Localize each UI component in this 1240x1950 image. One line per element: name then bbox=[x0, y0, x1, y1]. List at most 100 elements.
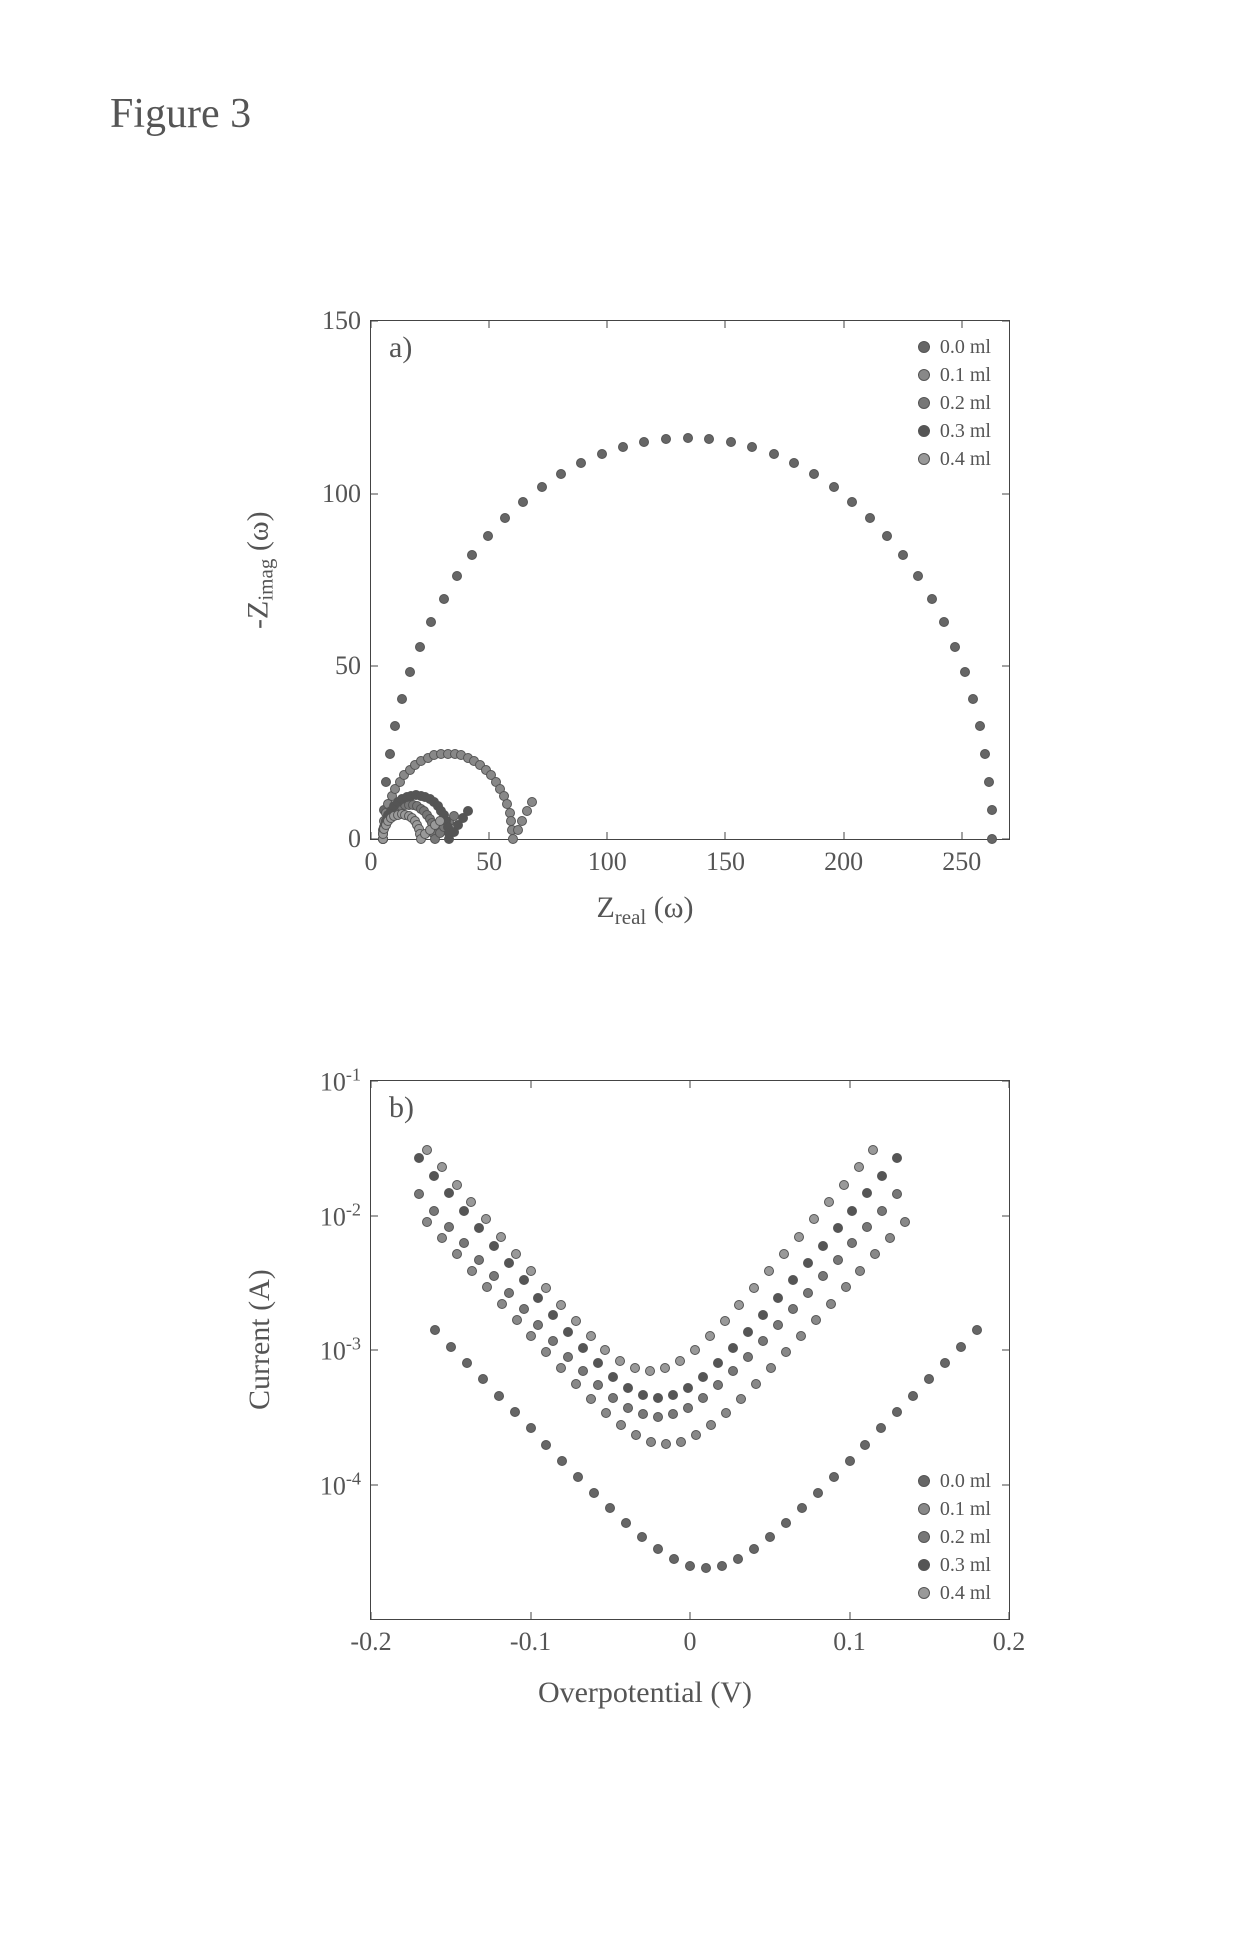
chart-b-ytick: 10-2 bbox=[320, 1199, 361, 1232]
data-point bbox=[381, 777, 391, 787]
data-point bbox=[563, 1327, 573, 1337]
data-point bbox=[698, 1393, 708, 1403]
data-point bbox=[494, 1391, 504, 1401]
chart-a-xtick: 250 bbox=[942, 847, 981, 877]
data-point bbox=[882, 531, 892, 541]
data-point bbox=[862, 1222, 872, 1232]
data-point bbox=[497, 1299, 507, 1309]
data-point bbox=[809, 469, 819, 479]
legend-marker-icon bbox=[918, 425, 930, 437]
data-point bbox=[608, 1393, 618, 1403]
data-point bbox=[571, 1379, 581, 1389]
data-point bbox=[829, 1472, 839, 1482]
data-point bbox=[405, 667, 415, 677]
data-point bbox=[847, 1206, 857, 1216]
data-point bbox=[972, 1325, 982, 1335]
data-point bbox=[892, 1153, 902, 1163]
data-point bbox=[414, 1153, 424, 1163]
data-point bbox=[751, 1379, 761, 1389]
data-point bbox=[789, 458, 799, 468]
data-point bbox=[726, 437, 736, 447]
data-point bbox=[452, 571, 462, 581]
data-point bbox=[541, 1440, 551, 1450]
legend-label: 0.2 ml bbox=[940, 1526, 991, 1549]
data-point bbox=[483, 531, 493, 541]
data-point bbox=[519, 1304, 529, 1314]
data-point bbox=[818, 1241, 828, 1251]
data-point bbox=[630, 1363, 640, 1373]
data-point bbox=[900, 1217, 910, 1227]
data-point bbox=[668, 1390, 678, 1400]
chart-a-ytick: 100 bbox=[322, 479, 361, 509]
legend-label: 0.0 ml bbox=[940, 336, 991, 359]
chart-a-xtick: 150 bbox=[706, 847, 745, 877]
data-point bbox=[600, 1345, 610, 1355]
data-point bbox=[683, 1403, 693, 1413]
chart-b-ytick: 10-4 bbox=[320, 1468, 361, 1501]
data-point bbox=[618, 442, 628, 452]
data-point bbox=[706, 1420, 716, 1430]
data-point bbox=[705, 1331, 715, 1341]
data-point bbox=[526, 1266, 536, 1276]
legend-marker-icon bbox=[918, 1475, 930, 1487]
data-point bbox=[573, 1472, 583, 1482]
data-point bbox=[803, 1288, 813, 1298]
data-point bbox=[860, 1440, 870, 1450]
data-point bbox=[429, 1171, 439, 1181]
data-point bbox=[533, 1320, 543, 1330]
data-point bbox=[940, 1358, 950, 1368]
data-point bbox=[987, 834, 997, 844]
chart-a-container: -Zimag (ω) a) 0.0 ml0.1 ml0.2 ml0.3 ml0.… bbox=[250, 300, 1040, 940]
data-point bbox=[541, 1347, 551, 1357]
legend-marker-icon bbox=[918, 1559, 930, 1571]
chart-a-legend: 0.0 ml0.1 ml0.2 ml0.3 ml0.4 ml bbox=[918, 333, 991, 473]
data-point bbox=[653, 1544, 663, 1554]
data-point bbox=[847, 497, 857, 507]
legend-marker-icon bbox=[918, 397, 930, 409]
data-point bbox=[743, 1327, 753, 1337]
data-point bbox=[526, 1331, 536, 1341]
data-point bbox=[980, 749, 990, 759]
data-point bbox=[898, 550, 908, 560]
data-point bbox=[429, 1206, 439, 1216]
chart-b-xtick: 0 bbox=[684, 1627, 697, 1657]
data-point bbox=[556, 1300, 566, 1310]
chart-b-xtick: -0.2 bbox=[350, 1627, 391, 1657]
data-point bbox=[713, 1358, 723, 1368]
data-point bbox=[638, 1409, 648, 1419]
data-point bbox=[452, 1180, 462, 1190]
legend-label: 0.1 ml bbox=[940, 1498, 991, 1521]
data-point bbox=[660, 1363, 670, 1373]
legend-item: 0.2 ml bbox=[918, 389, 991, 417]
data-point bbox=[765, 1532, 775, 1542]
data-point bbox=[892, 1407, 902, 1417]
data-point bbox=[813, 1488, 823, 1498]
legend-item: 0.3 ml bbox=[918, 1551, 991, 1579]
data-point bbox=[653, 1393, 663, 1403]
legend-label: 0.4 ml bbox=[940, 1582, 991, 1605]
data-point bbox=[385, 749, 395, 759]
data-point bbox=[557, 1456, 567, 1466]
data-point bbox=[773, 1320, 783, 1330]
chart-a-ytick: 50 bbox=[335, 651, 361, 681]
data-point bbox=[956, 1342, 966, 1352]
data-point bbox=[578, 1343, 588, 1353]
data-point bbox=[960, 667, 970, 677]
data-point bbox=[593, 1380, 603, 1390]
legend-label: 0.0 ml bbox=[940, 1470, 991, 1493]
data-point bbox=[437, 1162, 447, 1172]
chart-b-ytick: 10-3 bbox=[320, 1334, 361, 1367]
data-point bbox=[537, 482, 547, 492]
data-point bbox=[913, 571, 923, 581]
data-point bbox=[444, 1188, 454, 1198]
chart-a-ytick: 150 bbox=[322, 306, 361, 336]
data-point bbox=[728, 1366, 738, 1376]
data-point bbox=[758, 1310, 768, 1320]
data-point bbox=[841, 1282, 851, 1292]
data-point bbox=[482, 1282, 492, 1292]
data-point bbox=[773, 1293, 783, 1303]
chart-b-panel-label: b) bbox=[389, 1091, 414, 1125]
data-point bbox=[743, 1352, 753, 1362]
chart-b-xtick: 0.1 bbox=[833, 1627, 866, 1657]
data-point bbox=[668, 1409, 678, 1419]
